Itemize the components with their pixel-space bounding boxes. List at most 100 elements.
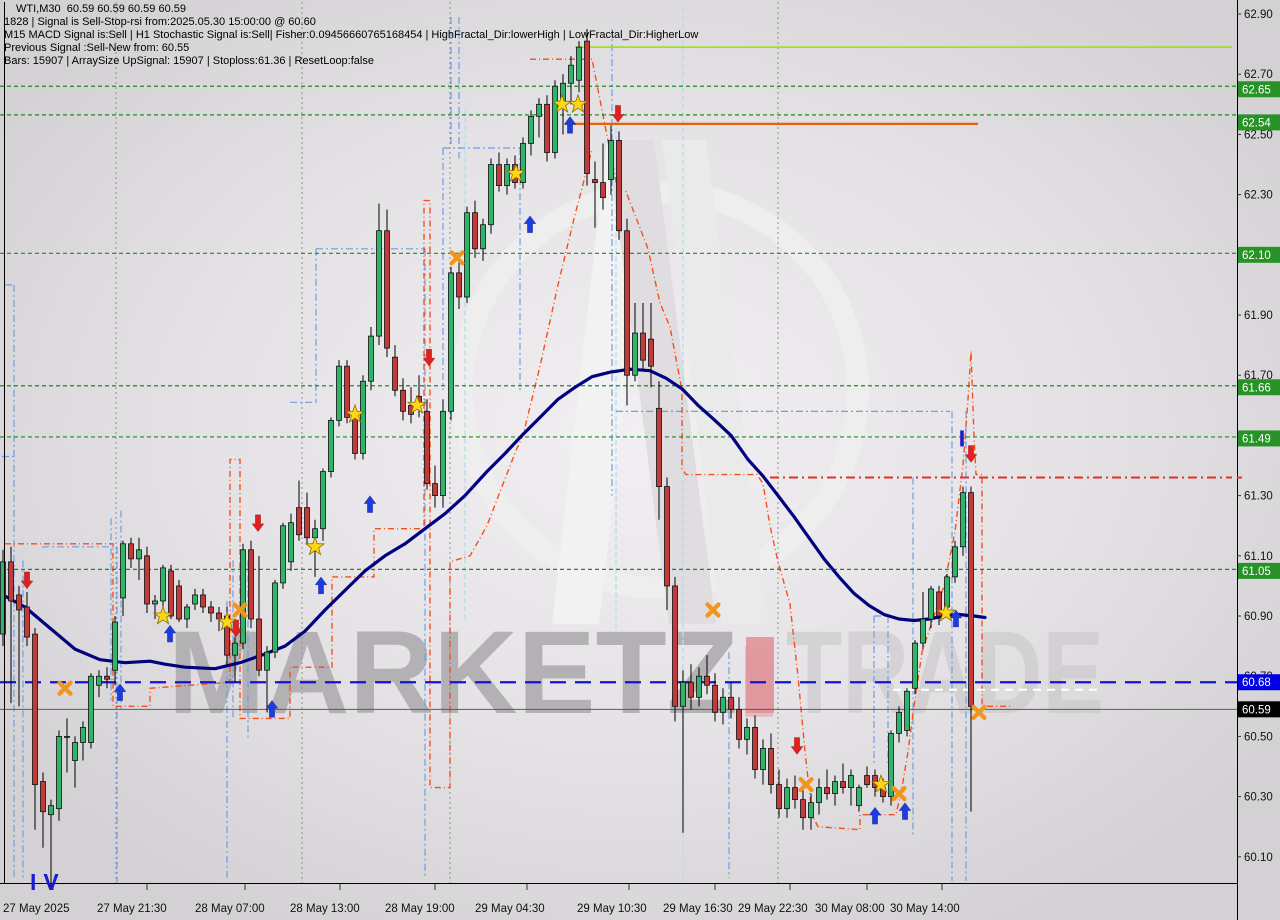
candle-down — [208, 606, 214, 614]
candle-up — [272, 582, 278, 653]
buy-signal-partial-marker: IV — [30, 869, 66, 895]
candle-down — [424, 410, 430, 484]
candle-up — [536, 103, 542, 117]
time-label: 28 May 19:00 — [385, 903, 455, 915]
candle-down — [128, 543, 134, 560]
candle-down — [432, 483, 438, 497]
candle-up — [816, 787, 822, 804]
price-badge-blue — [1238, 674, 1280, 691]
candle-down — [752, 726, 758, 770]
candle-up — [320, 471, 326, 530]
price-badge-green — [1238, 246, 1280, 263]
price-label: 60.50 — [1244, 731, 1273, 743]
candle-up — [488, 164, 494, 226]
candle-down — [352, 416, 358, 454]
candle-down — [40, 781, 46, 813]
watermark-text-left: MARKETZ — [168, 607, 738, 739]
down-arrow-icon — [964, 445, 978, 463]
candle-up — [288, 522, 294, 563]
up-arrow-icon — [898, 802, 912, 820]
candle-up — [440, 410, 446, 497]
candle-down — [768, 748, 774, 785]
candle-down — [496, 164, 502, 186]
up-arrow-icon — [314, 576, 328, 595]
time-label: 29 May 16:30 — [663, 903, 733, 915]
up-arrow-icon — [163, 624, 177, 643]
up-arrow-icon — [523, 215, 537, 233]
up-arrow-icon — [265, 699, 279, 718]
candle-down — [840, 781, 846, 788]
candle-down — [456, 272, 462, 298]
time-axis[interactable]: 27 May 2025 27 May 21:30 28 May 07:00 28 Ma… — [3, 884, 960, 915]
candle-down — [592, 179, 598, 183]
candle-down — [616, 140, 622, 232]
candle-down — [936, 591, 942, 617]
candle-down — [144, 555, 150, 605]
candle-up — [328, 419, 334, 472]
candle-up — [280, 525, 286, 584]
candle-up — [232, 642, 238, 656]
candle-up — [552, 85, 558, 153]
time-label: 29 May 04:30 — [475, 903, 545, 915]
candle-down — [400, 389, 406, 412]
price-label: 60.90 — [1244, 611, 1273, 623]
price-badge-green — [1238, 562, 1280, 579]
candle-down — [800, 799, 806, 819]
candle-up — [848, 775, 854, 788]
x-mark-icon — [705, 602, 721, 618]
price-badge-green — [1238, 81, 1280, 98]
candle-up — [464, 212, 470, 298]
candle-up — [136, 549, 142, 560]
candle-up — [152, 600, 158, 605]
time-label: 27 May 2025 — [3, 903, 70, 915]
star-signal-icon — [304, 536, 326, 556]
candle-up — [808, 802, 814, 819]
candle-up — [904, 690, 910, 731]
candle-up — [720, 696, 726, 713]
moving-average-line — [1, 367, 987, 671]
candle-down — [712, 684, 718, 713]
down-arrow-icon — [422, 348, 436, 367]
candle-up — [928, 588, 934, 620]
candle-up — [896, 711, 902, 734]
candle-down — [104, 675, 110, 680]
x-mark-icon — [449, 250, 465, 266]
price-label: 62.70 — [1244, 69, 1273, 81]
price-badge-green — [1238, 430, 1280, 447]
up-arrow-icon — [363, 495, 377, 513]
candle-down — [664, 486, 670, 587]
candle-down — [672, 585, 678, 707]
star-signal-icon — [870, 773, 892, 794]
candle-up — [960, 492, 966, 548]
time-label: 28 May 13:00 — [290, 903, 360, 915]
candle-down — [864, 775, 870, 785]
candle-up — [368, 335, 374, 382]
price-label: 60.30 — [1244, 792, 1273, 804]
candle-up — [944, 576, 950, 608]
x-mark-icon — [798, 776, 814, 793]
candle-down — [472, 212, 478, 250]
time-label: 30 May 08:00 — [815, 903, 885, 915]
candle-up — [56, 736, 62, 810]
watermark-m-mid — [607, 140, 716, 624]
price-axis[interactable]: 62.90 62.70 62.50 62.30 61.90 61.70 61.30 61.10… — [1237, 9, 1280, 864]
watermark-text-right: TRADE — [786, 607, 1104, 739]
candle-up — [832, 781, 838, 795]
price-label: 61.10 — [1244, 551, 1273, 563]
up-arrow-icon — [113, 683, 127, 702]
star-signal-icon — [935, 602, 957, 622]
x-mark-icon — [57, 680, 73, 696]
x-mark-icon — [971, 704, 987, 720]
time-label: 29 May 22:30 — [738, 903, 808, 915]
candle-up — [504, 164, 510, 186]
candle-up — [88, 675, 94, 743]
candle-up — [192, 594, 198, 605]
candle-up — [920, 618, 926, 644]
candle-down — [544, 103, 550, 153]
price-badge-green — [1238, 379, 1280, 396]
candle-up — [376, 230, 382, 337]
candle-up — [576, 46, 582, 81]
price-label: 61.30 — [1244, 491, 1273, 503]
candle-up — [264, 651, 270, 671]
